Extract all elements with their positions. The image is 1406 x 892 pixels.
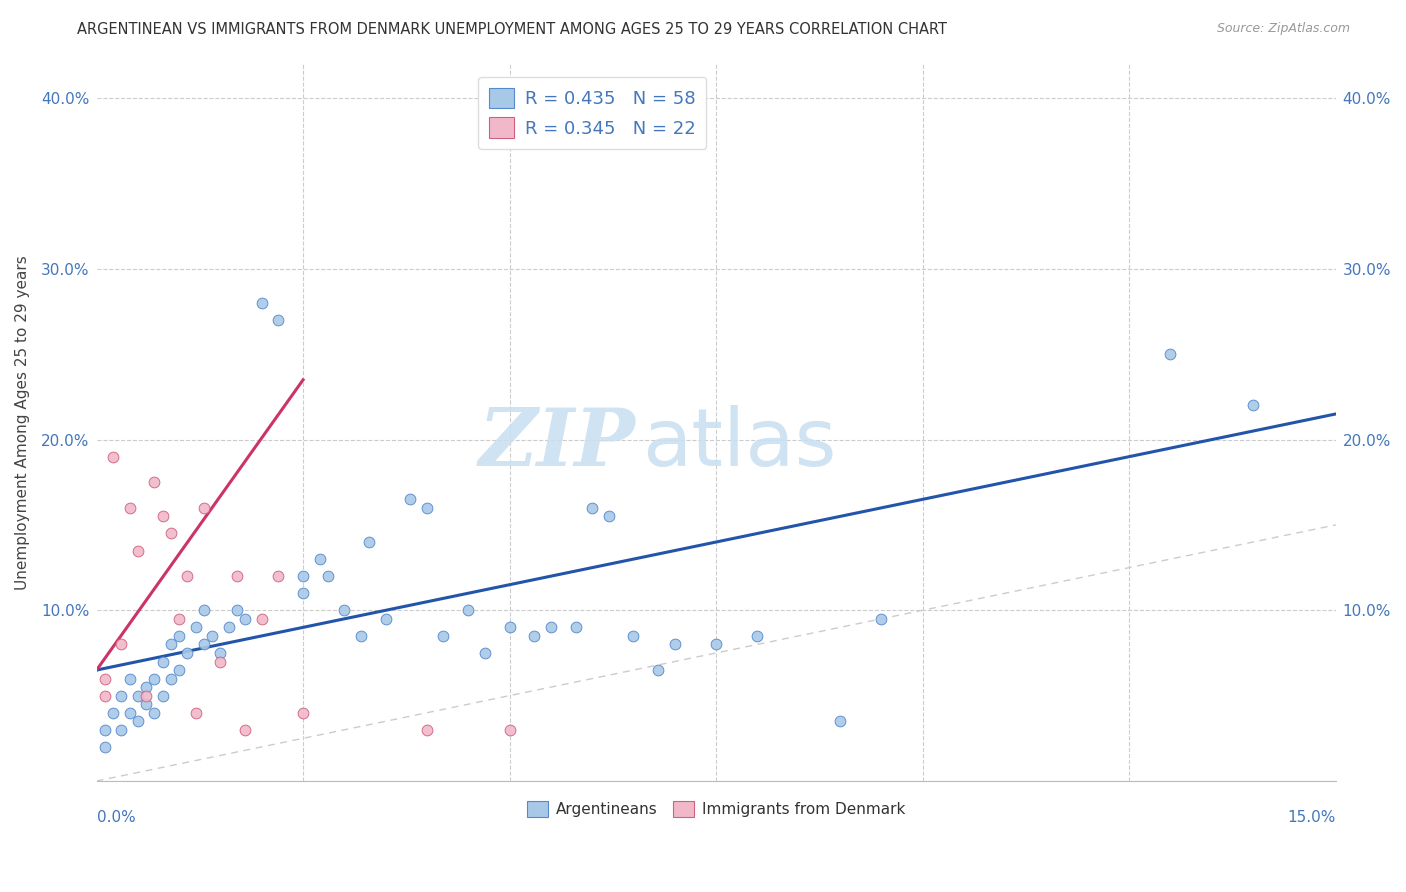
Point	[374, 612, 396, 626]
Point	[152, 655, 174, 669]
Point	[1159, 347, 1181, 361]
Point	[143, 672, 166, 686]
Point	[167, 629, 190, 643]
Point	[127, 543, 149, 558]
Point	[828, 714, 851, 729]
Point	[333, 603, 356, 617]
Point	[747, 629, 769, 643]
Y-axis label: Unemployment Among Ages 25 to 29 years: Unemployment Among Ages 25 to 29 years	[15, 255, 30, 590]
Point	[1241, 399, 1264, 413]
Point	[647, 663, 669, 677]
Point	[598, 509, 620, 524]
Point	[226, 603, 249, 617]
Point	[193, 603, 215, 617]
Point	[474, 646, 496, 660]
Text: atlas: atlas	[641, 405, 837, 483]
Point	[250, 296, 273, 310]
Point	[540, 620, 562, 634]
Point	[94, 723, 117, 737]
Point	[399, 492, 422, 507]
Point	[226, 569, 249, 583]
Point	[292, 706, 315, 720]
Point	[498, 620, 520, 634]
Point	[498, 723, 520, 737]
Point	[416, 723, 439, 737]
Point	[316, 569, 339, 583]
Point	[184, 706, 207, 720]
Point	[623, 629, 645, 643]
Point	[94, 672, 117, 686]
Point	[160, 526, 183, 541]
Point	[160, 637, 183, 651]
Point	[135, 689, 157, 703]
Point	[581, 500, 603, 515]
Point	[350, 629, 373, 643]
Point	[359, 535, 381, 549]
Point	[127, 689, 149, 703]
Point	[704, 637, 727, 651]
Point	[267, 313, 290, 327]
Point	[135, 680, 157, 694]
Point	[457, 603, 479, 617]
Point	[233, 612, 256, 626]
Text: ZIP: ZIP	[478, 405, 636, 483]
Point	[201, 629, 224, 643]
Point	[167, 612, 190, 626]
Point	[870, 612, 893, 626]
Point	[664, 637, 686, 651]
Point	[94, 689, 117, 703]
Point	[152, 509, 174, 524]
Point	[209, 646, 232, 660]
Point	[564, 620, 586, 634]
Text: ARGENTINEAN VS IMMIGRANTS FROM DENMARK UNEMPLOYMENT AMONG AGES 25 TO 29 YEARS CO: ARGENTINEAN VS IMMIGRANTS FROM DENMARK U…	[77, 22, 948, 37]
Legend: Argentineans, Immigrants from Denmark: Argentineans, Immigrants from Denmark	[520, 796, 911, 823]
Point	[250, 612, 273, 626]
Point	[233, 723, 256, 737]
Text: 15.0%: 15.0%	[1286, 810, 1336, 825]
Point	[209, 655, 232, 669]
Point	[143, 475, 166, 490]
Point	[110, 689, 132, 703]
Point	[94, 739, 117, 754]
Point	[292, 569, 315, 583]
Text: Source: ZipAtlas.com: Source: ZipAtlas.com	[1216, 22, 1350, 36]
Point	[143, 706, 166, 720]
Text: 0.0%: 0.0%	[97, 810, 135, 825]
Point	[118, 500, 141, 515]
Point	[110, 637, 132, 651]
Point	[167, 663, 190, 677]
Point	[176, 646, 198, 660]
Point	[135, 697, 157, 711]
Point	[110, 723, 132, 737]
Point	[127, 714, 149, 729]
Point	[176, 569, 198, 583]
Point	[308, 552, 330, 566]
Point	[184, 620, 207, 634]
Point	[292, 586, 315, 600]
Point	[160, 672, 183, 686]
Point	[416, 500, 439, 515]
Point	[193, 500, 215, 515]
Point	[101, 706, 124, 720]
Point	[432, 629, 454, 643]
Point	[101, 450, 124, 464]
Point	[267, 569, 290, 583]
Point	[218, 620, 240, 634]
Point	[118, 706, 141, 720]
Point	[523, 629, 546, 643]
Point	[118, 672, 141, 686]
Point	[152, 689, 174, 703]
Point	[193, 637, 215, 651]
